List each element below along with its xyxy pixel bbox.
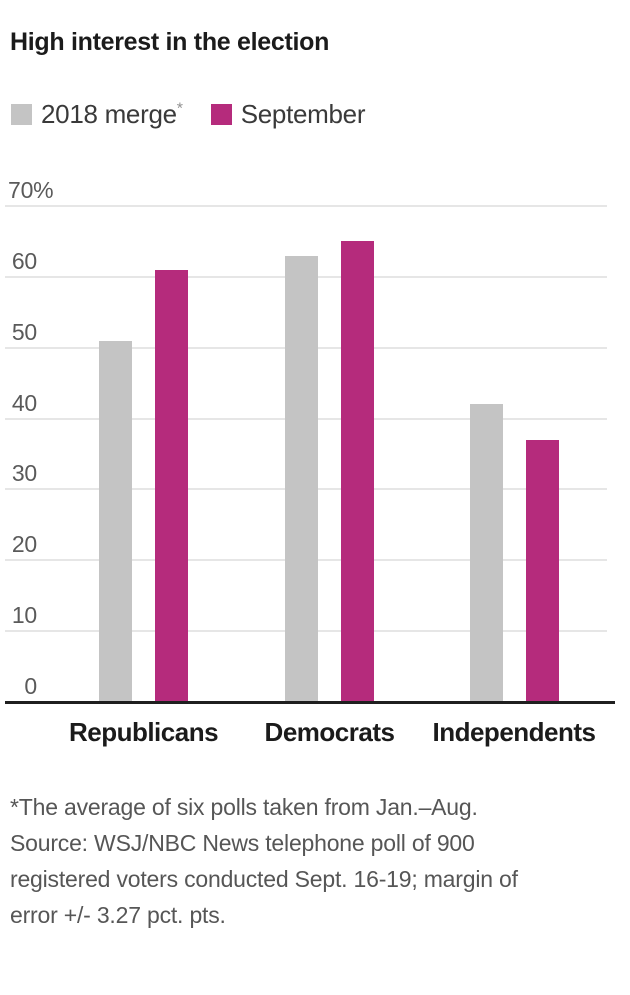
gridline xyxy=(5,205,607,207)
legend-label: September xyxy=(240,99,366,130)
footnote-line: *The average of six polls taken from Jan… xyxy=(10,794,478,820)
footnote-line: Source: WSJ/NBC News telephone poll of 9… xyxy=(10,830,475,856)
footnote: *The average of six polls taken from Jan… xyxy=(10,789,622,933)
y-tick-label: 10 xyxy=(11,602,37,629)
legend-label-text: 2018 merge xyxy=(41,99,177,129)
x-axis-label-democrats: Democrats xyxy=(264,717,395,747)
bar-republicans-2018-merge xyxy=(99,340,132,701)
chart-title: High interest in the election xyxy=(10,28,330,56)
x-axis-label-republicans: Republicans xyxy=(68,717,219,747)
legend-label-text: September xyxy=(240,99,366,129)
chart-legend: 2018 merge* September xyxy=(11,99,365,130)
bar-democrats-september xyxy=(341,241,374,701)
y-tick-label: 20 xyxy=(11,531,37,558)
x-axis-label-independents: Independents xyxy=(432,717,596,747)
y-tick-label: 30 xyxy=(11,460,37,487)
bar-republicans-september xyxy=(155,269,188,701)
y-tick-label: 0 xyxy=(24,673,37,699)
footnote-line: error +/- 3.27 pct. pts. xyxy=(10,902,226,928)
y-tick-label: 60 xyxy=(11,247,37,274)
bar-democrats-2018-merge xyxy=(285,255,318,701)
footnote-line: registered voters conducted Sept. 16-19;… xyxy=(10,866,518,892)
legend-label: 2018 merge* xyxy=(41,99,183,130)
plot-area: 70% 60 50 40 30 20 10 0 Republicans Democrats Inde… xyxy=(5,177,615,747)
legend-item-2018-merge: 2018 merge* xyxy=(11,99,183,130)
x-axis-line xyxy=(5,701,615,704)
footnote-marker: * xyxy=(176,100,183,118)
legend-swatch-september xyxy=(210,104,232,125)
bar-independents-2018-merge xyxy=(469,404,503,701)
legend-item-september: September xyxy=(210,99,366,130)
y-tick-label: 40 xyxy=(11,389,37,416)
y-tick-label: 50 xyxy=(11,318,37,345)
bar-independents-september xyxy=(525,439,559,701)
y-tick-label: 70% xyxy=(8,177,54,203)
legend-swatch-2018-merge xyxy=(11,104,32,125)
